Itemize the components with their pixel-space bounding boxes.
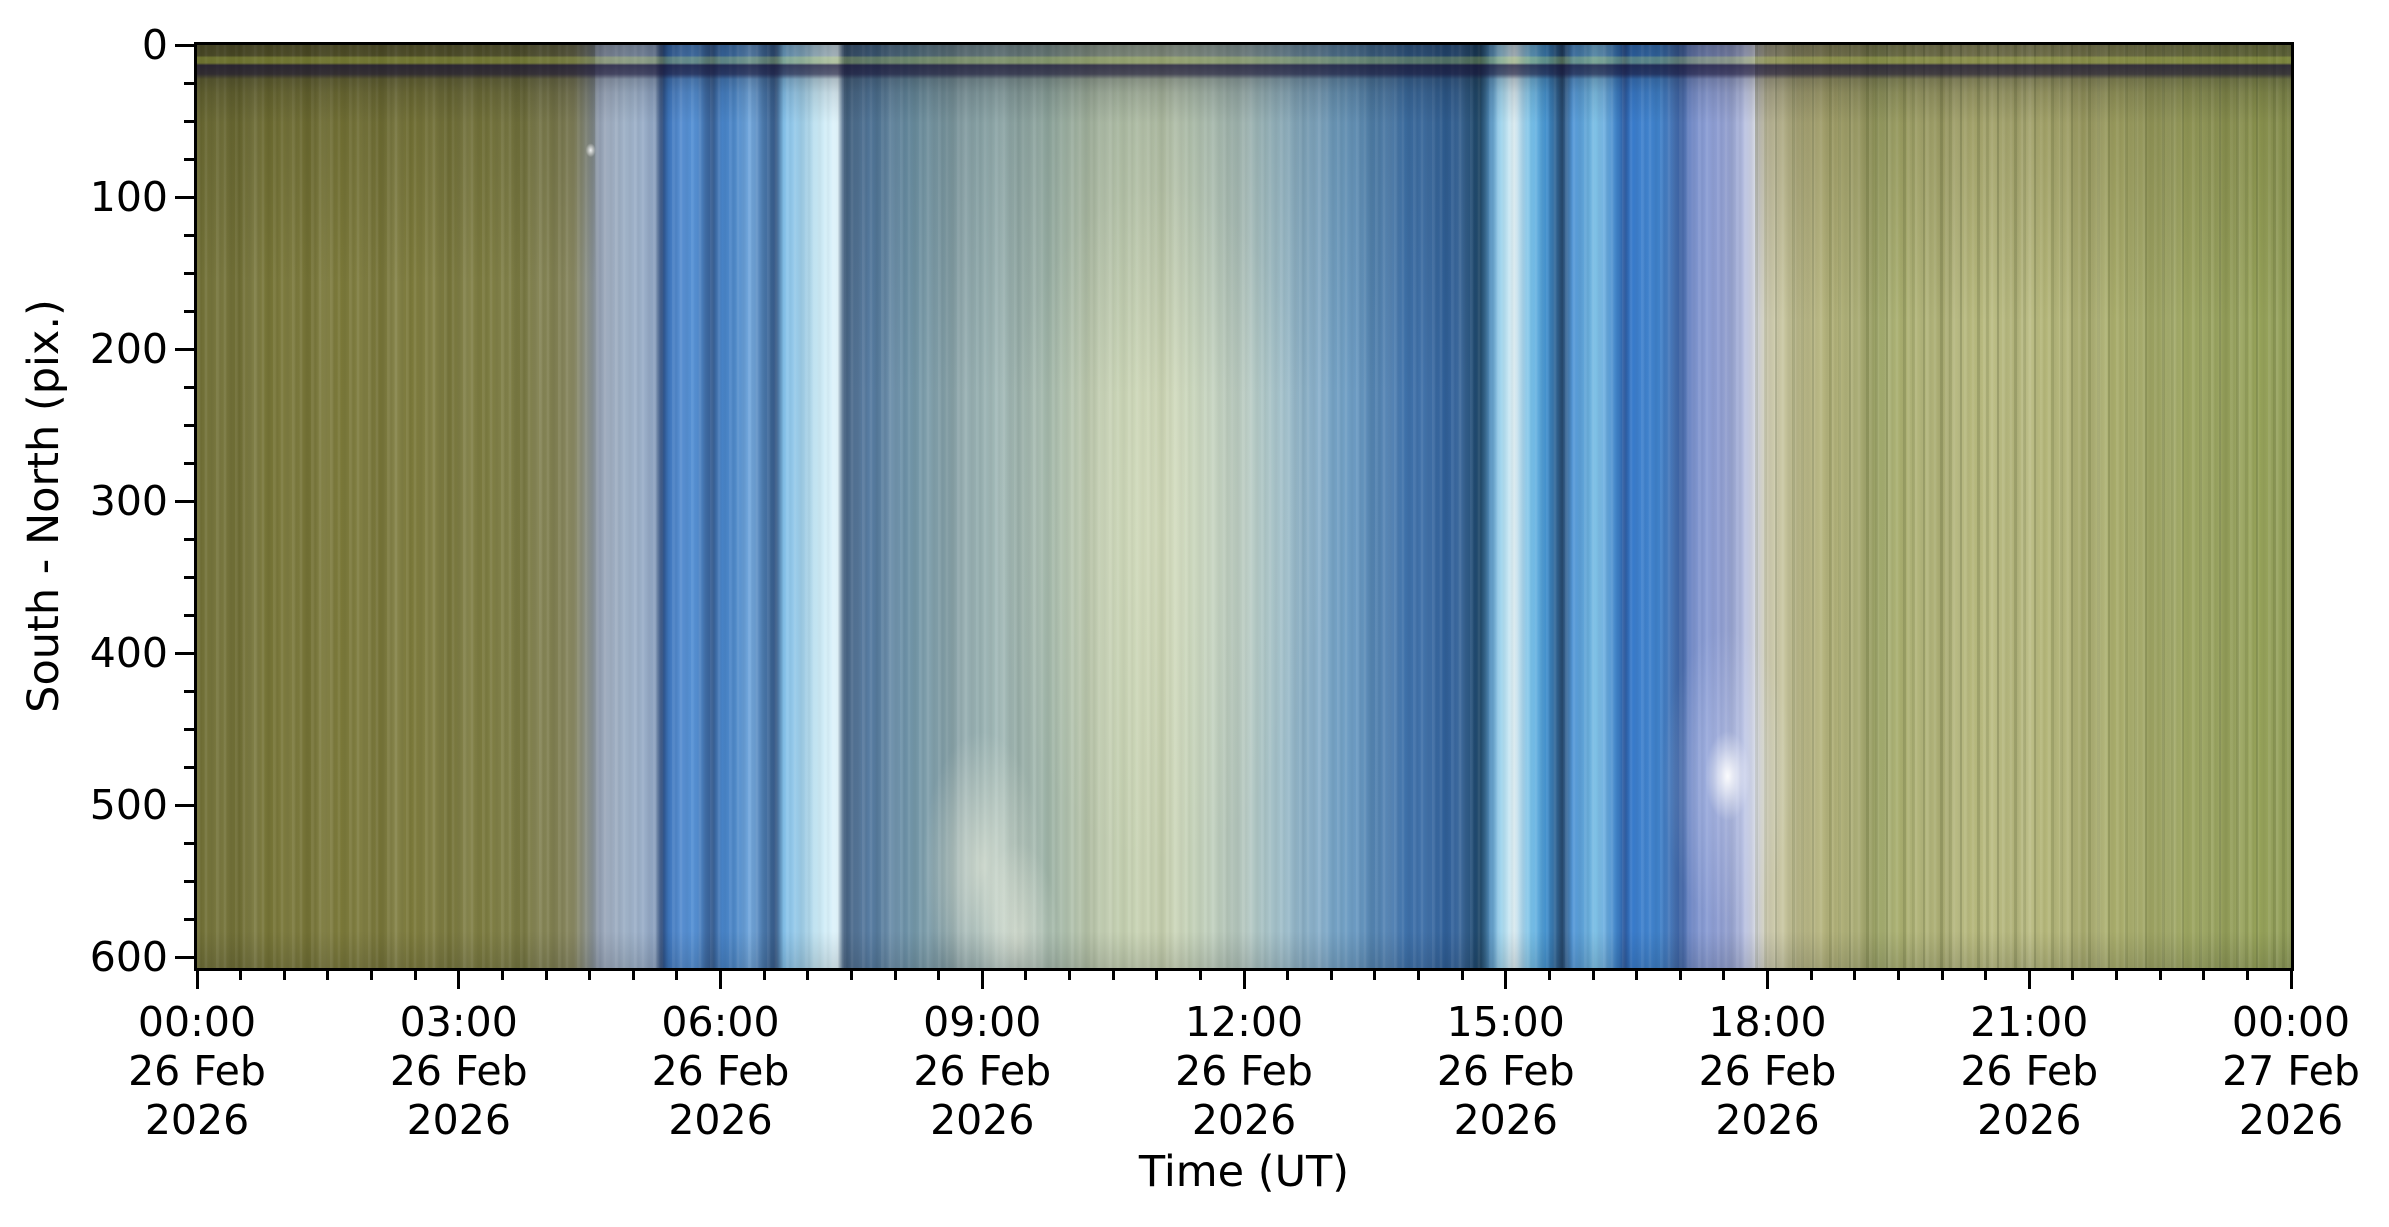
x-minor-tick — [1068, 969, 1071, 980]
x-minor-tick — [1155, 969, 1159, 980]
x-minor-tick — [326, 969, 330, 980]
x-major-tick — [457, 969, 461, 989]
x-minor-tick — [1591, 969, 1595, 980]
x-major-tick — [980, 969, 984, 989]
y-major-tick — [175, 347, 194, 351]
x-minor-tick — [893, 969, 897, 980]
x-tick-label: 06:00 26 Feb 2026 — [651, 998, 790, 1144]
y-major-tick — [175, 955, 194, 959]
x-minor-tick — [2202, 969, 2206, 980]
y-minor-tick — [184, 689, 194, 693]
x-minor-tick — [1373, 969, 1377, 980]
x-tick-label: 00:00 26 Feb 2026 — [128, 998, 266, 1144]
x-minor-tick — [1024, 969, 1028, 980]
y-tick-label: 0 — [141, 21, 168, 69]
x-tick-label: 18:00 26 Feb 2026 — [1698, 998, 1837, 1144]
y-axis-label: South - North (pix.) — [19, 299, 69, 713]
x-minor-tick — [1635, 969, 1639, 980]
x-minor-tick — [2071, 969, 2075, 980]
x-minor-tick — [1678, 969, 1682, 980]
x-minor-tick — [1198, 969, 1202, 980]
x-minor-tick — [1853, 969, 1857, 980]
x-minor-tick — [1896, 969, 1900, 980]
y-minor-tick — [184, 157, 194, 161]
y-major-tick — [175, 43, 194, 47]
x-tick-label: 09:00 26 Feb 2026 — [913, 998, 1052, 1144]
x-minor-tick — [1329, 969, 1333, 980]
x-major-tick — [195, 969, 199, 989]
x-major-tick — [2289, 969, 2293, 989]
x-minor-tick — [675, 969, 679, 980]
y-tick-label: 400 — [89, 629, 168, 678]
x-minor-tick — [806, 969, 810, 980]
x-minor-tick — [1417, 969, 1420, 980]
x-minor-tick — [413, 969, 417, 980]
y-minor-tick — [184, 841, 194, 845]
x-minor-tick — [937, 969, 941, 980]
y-major-tick — [175, 195, 194, 199]
x-minor-tick — [1722, 969, 1726, 980]
x-minor-tick — [762, 969, 766, 980]
y-minor-tick — [184, 271, 194, 275]
y-tick-label: 500 — [89, 781, 168, 830]
x-minor-tick — [282, 969, 286, 980]
x-tick-label: 15:00 26 Feb 2026 — [1436, 998, 1575, 1144]
y-minor-tick — [184, 233, 194, 237]
y-tick-label: 200 — [89, 325, 168, 374]
y-minor-tick — [184, 765, 194, 769]
x-tick-label: 00:00 27 Feb 2026 — [2222, 998, 2360, 1144]
y-major-tick — [175, 651, 194, 655]
y-minor-tick — [184, 879, 194, 883]
x-minor-tick — [370, 969, 373, 980]
y-major-tick — [175, 803, 194, 807]
x-minor-tick — [1984, 969, 1988, 980]
y-minor-tick — [184, 613, 194, 617]
x-minor-tick — [1286, 969, 1290, 980]
keogram-top-dark-band — [197, 45, 2291, 968]
x-minor-tick — [239, 969, 243, 980]
x-major-tick — [2027, 969, 2031, 989]
y-minor-tick — [184, 575, 194, 579]
y-minor-tick — [184, 309, 194, 313]
y-minor-tick — [184, 81, 194, 85]
x-major-tick — [1242, 969, 1246, 989]
x-minor-tick — [631, 969, 635, 980]
x-minor-tick — [2115, 969, 2118, 980]
y-tick-label: 600 — [89, 933, 168, 982]
x-tick-label: 21:00 26 Feb 2026 — [1960, 998, 2099, 1144]
x-major-tick — [1504, 969, 1508, 989]
keogram-plot-area — [194, 42, 2294, 971]
x-minor-tick — [1111, 969, 1115, 980]
y-minor-tick — [184, 423, 194, 427]
x-minor-tick — [1547, 969, 1551, 980]
y-tick-label: 100 — [89, 173, 168, 222]
x-minor-tick — [849, 969, 853, 980]
y-minor-tick — [184, 537, 194, 541]
x-axis-label: Time (UT) — [1138, 1147, 1350, 1197]
x-major-tick — [719, 969, 722, 989]
x-minor-tick — [1940, 969, 1944, 980]
y-minor-tick — [184, 461, 194, 465]
x-minor-tick — [544, 969, 548, 980]
x-minor-tick — [500, 969, 504, 980]
x-minor-tick — [2245, 969, 2249, 980]
x-major-tick — [1766, 969, 1769, 989]
y-minor-tick — [184, 727, 194, 731]
x-minor-tick — [588, 969, 592, 980]
y-minor-tick — [184, 119, 194, 123]
x-minor-tick — [1460, 969, 1464, 980]
y-tick-label: 300 — [89, 477, 168, 526]
x-tick-label: 12:00 26 Feb 2026 — [1175, 998, 1313, 1144]
y-minor-tick — [184, 385, 194, 389]
y-minor-tick — [184, 917, 194, 921]
y-major-tick — [175, 499, 194, 503]
x-minor-tick — [2158, 969, 2162, 980]
x-minor-tick — [1809, 969, 1813, 980]
x-tick-label: 03:00 26 Feb 2026 — [389, 998, 528, 1144]
